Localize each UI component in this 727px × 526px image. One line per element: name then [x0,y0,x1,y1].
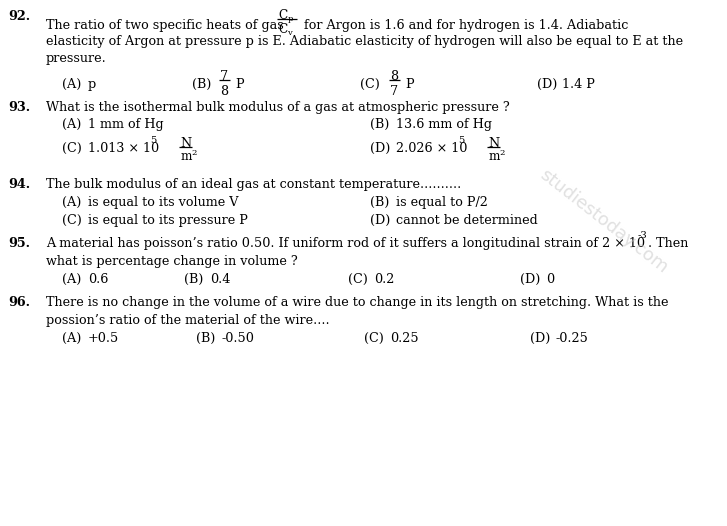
Text: N: N [180,137,191,150]
Text: 8: 8 [220,85,228,98]
Text: what is percentage change in volume ?: what is percentage change in volume ? [46,255,298,268]
Text: -3: -3 [638,231,648,240]
Text: is equal to P/2: is equal to P/2 [396,196,488,209]
Text: 0.4: 0.4 [210,273,230,286]
Text: 1.4 P: 1.4 P [562,78,595,91]
Text: 5: 5 [458,136,465,145]
Text: +0.5: +0.5 [88,332,119,345]
Text: N: N [488,137,499,150]
Text: 94.: 94. [8,178,30,191]
Text: (A): (A) [62,78,81,91]
Text: (B): (B) [370,196,390,209]
Text: pressure.: pressure. [46,52,107,65]
Text: P: P [235,78,244,91]
Text: is equal to its volume V: is equal to its volume V [88,196,238,209]
Text: -0.50: -0.50 [222,332,255,345]
Text: 0.6: 0.6 [88,273,108,286]
Text: (A): (A) [62,118,81,131]
Text: (C): (C) [364,332,384,345]
Text: 95.: 95. [8,237,30,250]
Text: The bulk modulus of an ideal gas at constant temperature..........: The bulk modulus of an ideal gas at cons… [46,178,461,191]
Text: 0: 0 [546,273,554,286]
Text: $\mathregular{m^2}$: $\mathregular{m^2}$ [488,148,506,164]
Text: (B): (B) [196,332,215,345]
Text: 13.6 mm of Hg: 13.6 mm of Hg [396,118,492,131]
Text: (B): (B) [370,118,390,131]
Text: 5: 5 [150,136,156,145]
Text: p: p [88,78,96,91]
Text: $\mathregular{C_v}$: $\mathregular{C_v}$ [278,22,294,38]
Text: $\mathregular{C_p}$: $\mathregular{C_p}$ [278,8,294,26]
Text: 7: 7 [390,85,398,98]
Text: $\mathregular{m^2}$: $\mathregular{m^2}$ [180,148,198,164]
Text: (D): (D) [370,142,390,155]
Text: (C): (C) [62,142,82,155]
Text: for Argon is 1.6 and for hydrogen is 1.4. Adiabatic: for Argon is 1.6 and for hydrogen is 1.4… [300,19,628,32]
Text: P: P [405,78,414,91]
Text: The ratio of two specific heats of gas: The ratio of two specific heats of gas [46,19,288,32]
Text: 92.: 92. [8,10,30,23]
Text: 1.013 × 10: 1.013 × 10 [88,142,159,155]
Text: (D): (D) [537,78,558,91]
Text: elasticity of Argon at pressure p is E. Adiabatic elasticity of hydrogen will al: elasticity of Argon at pressure p is E. … [46,35,683,48]
Text: (B): (B) [184,273,204,286]
Text: 96.: 96. [8,296,30,309]
Text: 1 mm of Hg: 1 mm of Hg [88,118,164,131]
Text: . Then: . Then [648,237,688,250]
Text: cannot be determined: cannot be determined [396,214,538,227]
Text: (A): (A) [62,332,81,345]
Text: 0.2: 0.2 [374,273,394,286]
Text: (D): (D) [370,214,390,227]
Text: (D): (D) [520,273,540,286]
Text: 0.25: 0.25 [390,332,419,345]
Text: -0.25: -0.25 [556,332,589,345]
Text: is equal to its pressure P: is equal to its pressure P [88,214,248,227]
Text: (B): (B) [192,78,212,91]
Text: 93.: 93. [8,101,30,114]
Text: (C): (C) [348,273,368,286]
Text: 7: 7 [220,70,228,83]
Text: (D): (D) [530,332,550,345]
Text: possion’s ratio of the material of the wire....: possion’s ratio of the material of the w… [46,314,329,327]
Text: A material has poisson’s ratio 0.50. If uniform rod of it suffers a longitudinal: A material has poisson’s ratio 0.50. If … [46,237,645,250]
Text: (A): (A) [62,273,81,286]
Text: What is the isothermal bulk modulus of a gas at atmospheric pressure ?: What is the isothermal bulk modulus of a… [46,101,510,114]
Text: 2.026 × 10: 2.026 × 10 [396,142,467,155]
Text: (C): (C) [62,214,82,227]
Text: (C): (C) [360,78,380,91]
Text: (A): (A) [62,196,81,209]
Text: studiestoday.com: studiestoday.com [536,165,671,277]
Text: 8: 8 [390,70,398,83]
Text: There is no change in the volume of a wire due to change in its length on stretc: There is no change in the volume of a wi… [46,296,669,309]
